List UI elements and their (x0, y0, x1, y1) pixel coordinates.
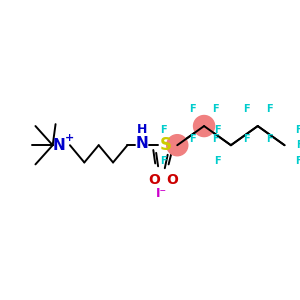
Text: F: F (297, 140, 300, 150)
Text: H: H (136, 123, 147, 136)
Text: F: F (160, 125, 167, 135)
Text: F: F (243, 104, 250, 114)
Text: O: O (148, 173, 160, 187)
Text: F: F (214, 155, 221, 166)
Text: F: F (212, 134, 219, 145)
Text: F: F (243, 134, 250, 145)
Text: F: F (189, 104, 196, 114)
Circle shape (194, 116, 214, 136)
Text: F: F (266, 104, 272, 114)
Text: O: O (167, 173, 178, 187)
Text: F: F (266, 134, 272, 145)
Text: F: F (212, 104, 219, 114)
Text: F: F (295, 155, 300, 166)
Text: F: F (189, 134, 196, 145)
Text: F: F (160, 155, 167, 166)
Text: I⁻: I⁻ (155, 187, 167, 200)
Text: N: N (53, 138, 66, 153)
Text: N: N (135, 136, 148, 151)
Circle shape (167, 135, 188, 156)
Text: F: F (214, 125, 221, 135)
Text: +: + (65, 133, 75, 142)
Text: F: F (295, 125, 300, 135)
Text: S: S (160, 136, 172, 154)
